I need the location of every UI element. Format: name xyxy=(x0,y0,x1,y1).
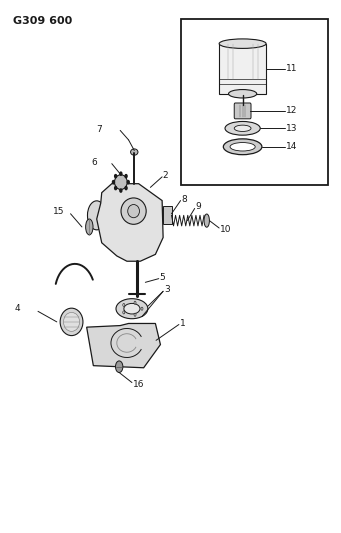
Circle shape xyxy=(113,181,115,184)
Text: 15: 15 xyxy=(53,207,64,216)
Text: 3: 3 xyxy=(164,285,169,294)
Ellipse shape xyxy=(234,125,251,132)
Circle shape xyxy=(141,307,143,310)
Circle shape xyxy=(125,187,127,190)
Text: 4: 4 xyxy=(15,304,20,313)
Circle shape xyxy=(127,181,129,184)
Ellipse shape xyxy=(121,198,146,224)
Ellipse shape xyxy=(230,142,255,151)
Ellipse shape xyxy=(219,39,266,49)
Text: 8: 8 xyxy=(181,195,187,204)
Ellipse shape xyxy=(128,205,139,217)
Text: 11: 11 xyxy=(286,64,298,73)
Circle shape xyxy=(134,301,136,304)
Circle shape xyxy=(120,189,122,192)
Circle shape xyxy=(125,175,127,177)
Circle shape xyxy=(116,361,123,373)
Text: 1: 1 xyxy=(180,319,186,328)
Text: 6: 6 xyxy=(92,158,98,167)
Circle shape xyxy=(120,172,122,175)
Ellipse shape xyxy=(86,219,93,235)
Text: 13: 13 xyxy=(286,124,298,133)
Bar xyxy=(219,44,266,94)
Circle shape xyxy=(123,311,125,314)
Ellipse shape xyxy=(63,312,79,332)
Text: 10: 10 xyxy=(220,225,232,234)
Ellipse shape xyxy=(60,308,83,336)
Bar xyxy=(163,206,172,224)
Circle shape xyxy=(115,187,117,190)
Bar xyxy=(181,19,328,185)
Polygon shape xyxy=(97,184,163,261)
FancyBboxPatch shape xyxy=(234,103,251,119)
Ellipse shape xyxy=(124,303,140,314)
Text: 5: 5 xyxy=(160,272,165,281)
Text: 16: 16 xyxy=(133,379,144,389)
Circle shape xyxy=(123,303,125,306)
Polygon shape xyxy=(87,324,160,368)
Ellipse shape xyxy=(204,214,209,227)
Text: G309 600: G309 600 xyxy=(13,16,72,26)
Text: 12: 12 xyxy=(286,107,298,116)
Ellipse shape xyxy=(116,298,148,319)
Ellipse shape xyxy=(115,175,127,190)
Ellipse shape xyxy=(131,149,138,155)
Ellipse shape xyxy=(225,122,260,135)
Text: 7: 7 xyxy=(97,125,102,134)
Text: 9: 9 xyxy=(196,203,202,212)
Ellipse shape xyxy=(228,90,257,98)
Text: 14: 14 xyxy=(286,142,298,151)
Ellipse shape xyxy=(88,201,106,230)
Circle shape xyxy=(115,175,117,177)
Circle shape xyxy=(134,313,136,316)
Text: 2: 2 xyxy=(163,171,168,180)
Ellipse shape xyxy=(223,139,262,155)
